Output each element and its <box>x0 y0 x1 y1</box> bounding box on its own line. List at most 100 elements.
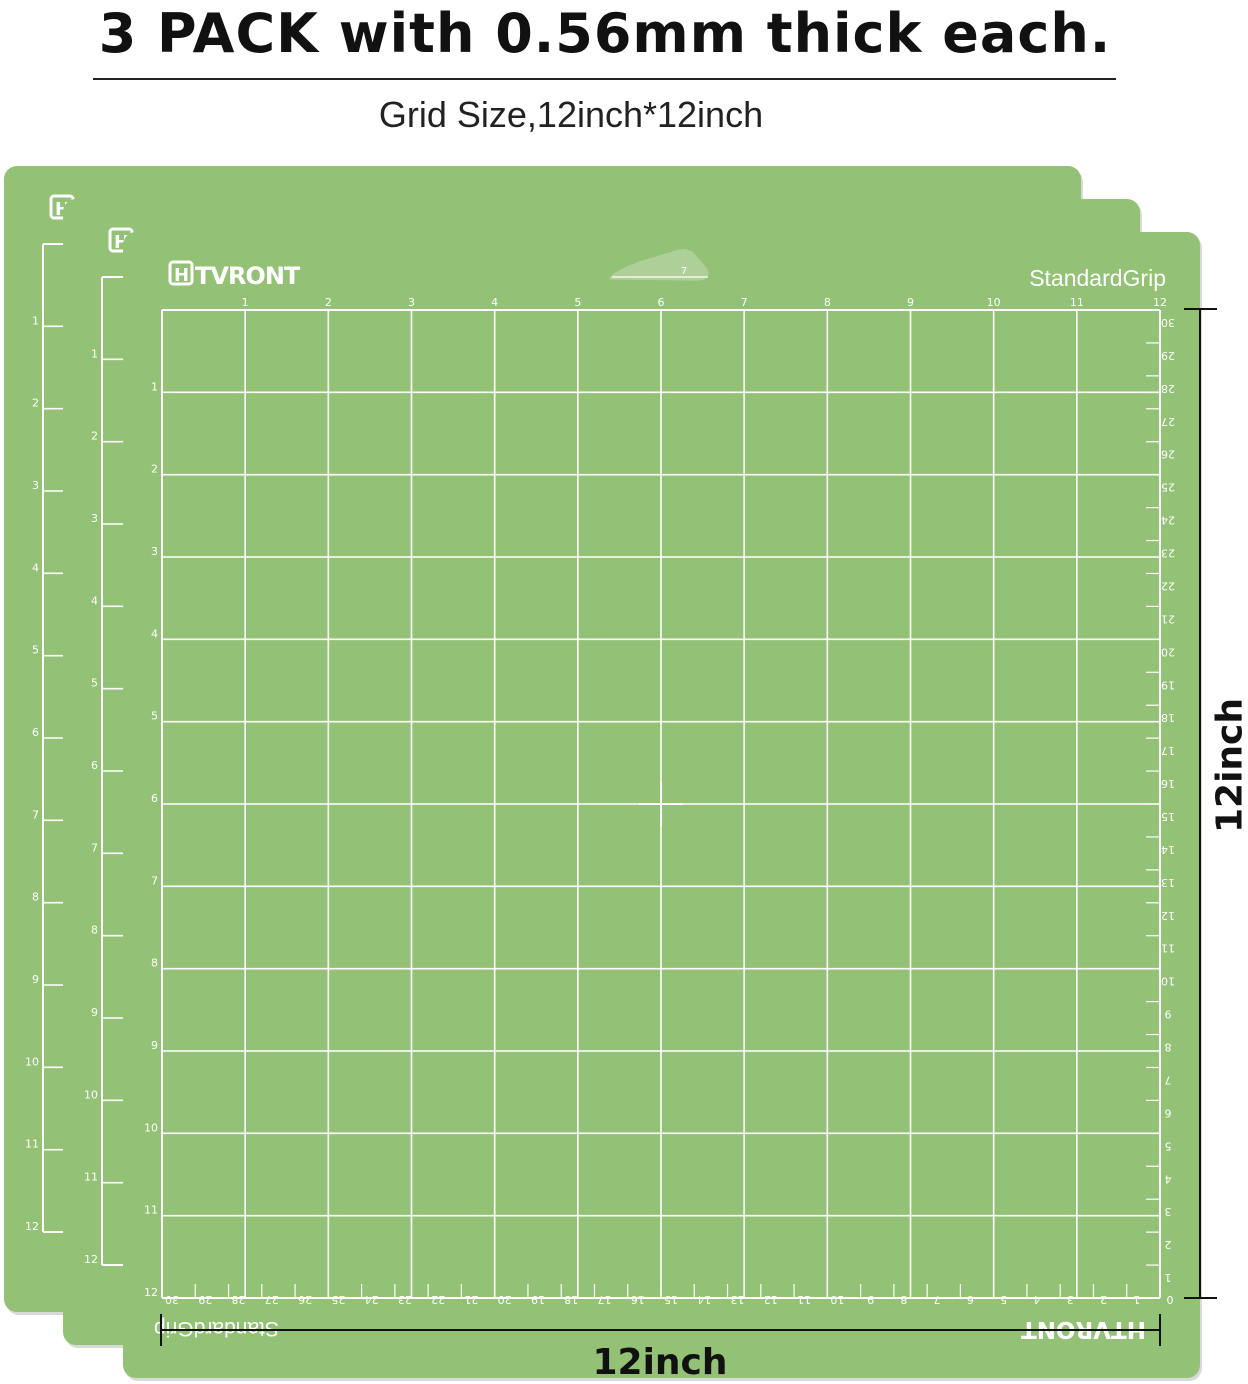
right-cm-label: 28 <box>1161 382 1175 395</box>
bottom-cm-label: 8 <box>900 1293 907 1306</box>
bottom-cm-label: 18 <box>564 1293 578 1306</box>
right-cm-label: 30 <box>1161 316 1175 329</box>
left-inch-label: 3 <box>32 479 39 492</box>
top-inch-label: 3 <box>408 296 415 309</box>
right-cm-label: 14 <box>1161 843 1175 856</box>
top-inch-label: 11 <box>1070 296 1084 309</box>
left-inch-label: 10 <box>25 1055 39 1068</box>
right-cm-label: 13 <box>1161 876 1175 889</box>
bottom-cm-label: 16 <box>631 1293 645 1306</box>
bottom-cm-label: 0 <box>1167 1293 1174 1306</box>
top-inch-label: 4 <box>491 296 498 309</box>
bottom-cm-label: 6 <box>967 1293 974 1306</box>
top-inch-label: 12 <box>1153 296 1167 309</box>
left-inch-label: 4 <box>91 594 98 607</box>
left-inch-label: 4 <box>151 627 158 640</box>
right-cm-label: 6 <box>1165 1106 1172 1119</box>
bottom-cm-label: 13 <box>731 1293 745 1306</box>
left-inch-label: 3 <box>91 512 98 525</box>
left-inch-label: 8 <box>91 924 98 937</box>
width-dimension-label: 12inch <box>592 1342 728 1383</box>
right-cm-label: 18 <box>1161 711 1175 724</box>
top-inch-label: 9 <box>907 296 914 309</box>
left-inch-label: 1 <box>32 314 39 327</box>
bottom-cm-label: 25 <box>331 1293 345 1306</box>
left-inch-label: 1 <box>91 347 98 360</box>
bottom-cm-label: 5 <box>1000 1293 1007 1306</box>
left-inch-label: 3 <box>151 545 158 558</box>
grid-size-subtitle: Grid Size,12inch*12inch <box>378 94 764 135</box>
bottom-cm-label: 30 <box>165 1293 179 1306</box>
bottom-cm-label: 1 <box>1133 1293 1140 1306</box>
grip-label: StandardGrip <box>1029 265 1166 291</box>
notch-label: 7 <box>681 266 687 277</box>
left-inch-label: 9 <box>151 1039 158 1052</box>
right-cm-label: 22 <box>1161 579 1175 592</box>
bottom-cm-label: 2 <box>1100 1293 1107 1306</box>
bottom-cm-label: 4 <box>1033 1293 1040 1306</box>
left-inch-label: 4 <box>32 561 39 574</box>
bottom-cm-label: 20 <box>498 1293 512 1306</box>
left-inch-label: 10 <box>84 1088 98 1101</box>
bottom-cm-label: 26 <box>298 1293 312 1306</box>
logo-text: TVRONT <box>195 262 301 290</box>
bottom-cm-label: 19 <box>531 1293 545 1306</box>
left-inch-label: 7 <box>32 808 39 821</box>
bottom-cm-label: 23 <box>398 1293 412 1306</box>
right-cm-label: 8 <box>1165 1041 1172 1054</box>
right-cm-label: 2 <box>1165 1238 1172 1251</box>
right-cm-label: 25 <box>1161 481 1175 494</box>
right-cm-label: 4 <box>1165 1172 1172 1185</box>
left-inch-label: 7 <box>91 841 98 854</box>
right-cm-label: 24 <box>1161 514 1175 527</box>
bottom-cm-label: 12 <box>764 1293 778 1306</box>
bottom-cm-label: 28 <box>232 1293 246 1306</box>
top-inch-label: 1 <box>242 296 249 309</box>
right-cm-label: 17 <box>1161 744 1175 757</box>
left-inch-label: 11 <box>84 1171 98 1184</box>
right-cm-label: 15 <box>1161 810 1175 823</box>
right-cm-label: 19 <box>1161 678 1175 691</box>
right-cm-label: 27 <box>1161 415 1175 428</box>
left-inch-label: 1 <box>151 380 158 393</box>
bottom-cm-label: 27 <box>265 1293 279 1306</box>
headline-title: 3 PACK with 0.56mm thick each. <box>98 2 1112 65</box>
left-inch-label: 6 <box>32 726 39 739</box>
top-inch-label: 7 <box>741 296 748 309</box>
right-cm-label: 5 <box>1165 1139 1172 1152</box>
right-cm-label: 29 <box>1161 349 1175 362</box>
right-cm-label: 21 <box>1161 612 1175 625</box>
right-cm-label: 12 <box>1161 909 1175 922</box>
bottom-cm-label: 11 <box>797 1293 811 1306</box>
left-inch-label: 7 <box>151 874 158 887</box>
bottom-cm-label: 7 <box>934 1293 941 1306</box>
bottom-cm-label: 9 <box>867 1293 874 1306</box>
left-inch-label: 12 <box>144 1286 158 1299</box>
bottom-cm-label: 21 <box>464 1293 478 1306</box>
right-cm-label: 23 <box>1161 547 1175 560</box>
left-inch-label: 11 <box>25 1138 39 1151</box>
top-inch-label: 6 <box>658 296 665 309</box>
left-inch-label: 10 <box>144 1121 158 1134</box>
right-cm-label: 26 <box>1161 448 1175 461</box>
left-inch-label: 6 <box>91 759 98 772</box>
right-cm-label: 9 <box>1165 1008 1172 1021</box>
right-cm-label: 7 <box>1165 1073 1172 1086</box>
left-inch-label: 5 <box>32 644 39 657</box>
right-cm-label: 10 <box>1161 975 1175 988</box>
bottom-cm-label: 22 <box>431 1293 445 1306</box>
logo-h: H <box>174 265 189 286</box>
left-inch-label: 9 <box>32 973 39 986</box>
right-cm-label: 20 <box>1161 645 1175 658</box>
top-inch-label: 8 <box>824 296 831 309</box>
left-inch-label: 8 <box>32 891 39 904</box>
top-inch-label: 5 <box>574 296 581 309</box>
brand-logo: H TVRONT <box>168 260 302 290</box>
top-inch-label: 2 <box>325 296 332 309</box>
bottom-cm-label: 15 <box>664 1293 678 1306</box>
left-inch-label: 9 <box>91 1006 98 1019</box>
top-inch-label: 10 <box>987 296 1001 309</box>
bottom-cm-label: 24 <box>365 1293 379 1306</box>
title-underline <box>93 78 1116 80</box>
